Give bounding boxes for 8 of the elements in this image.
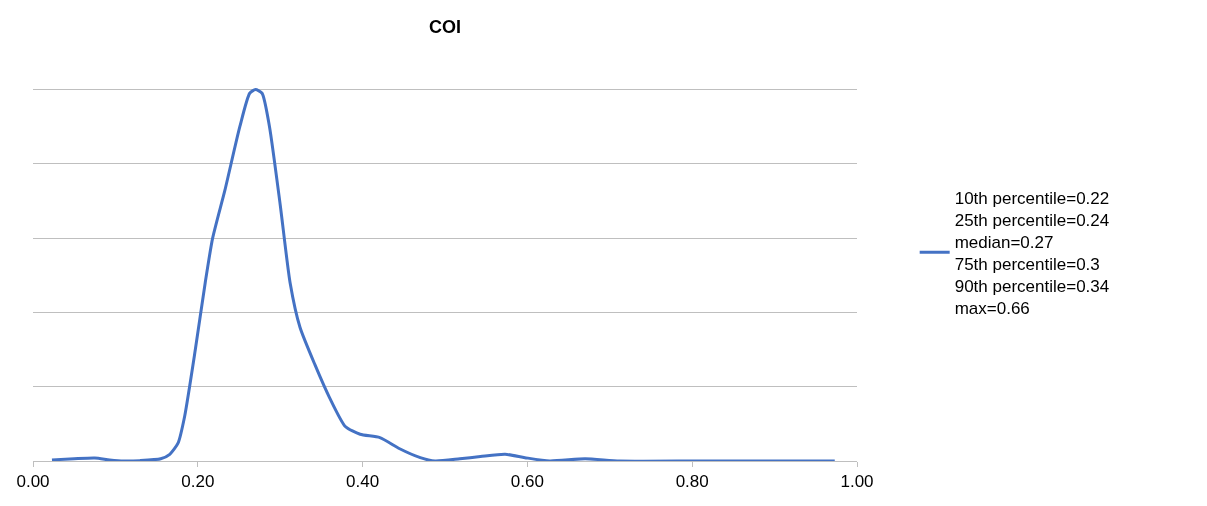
chart-title: COI <box>428 16 462 37</box>
x-tick-label: 0.60 <box>510 472 544 492</box>
x-tick-label: 1.00 <box>840 472 874 492</box>
x-tick-label: 0.80 <box>675 472 709 492</box>
x-tick-label: 0.00 <box>16 472 50 492</box>
x-tick-label: 0.40 <box>346 472 380 492</box>
x-tick-label: 0.20 <box>181 472 215 492</box>
legend-label: 10th percentile=0.22 25th percentile=0.24 median=0.27 75th percentile=0.3 90th percentile=0.34 max=0.66 <box>954 188 1110 319</box>
